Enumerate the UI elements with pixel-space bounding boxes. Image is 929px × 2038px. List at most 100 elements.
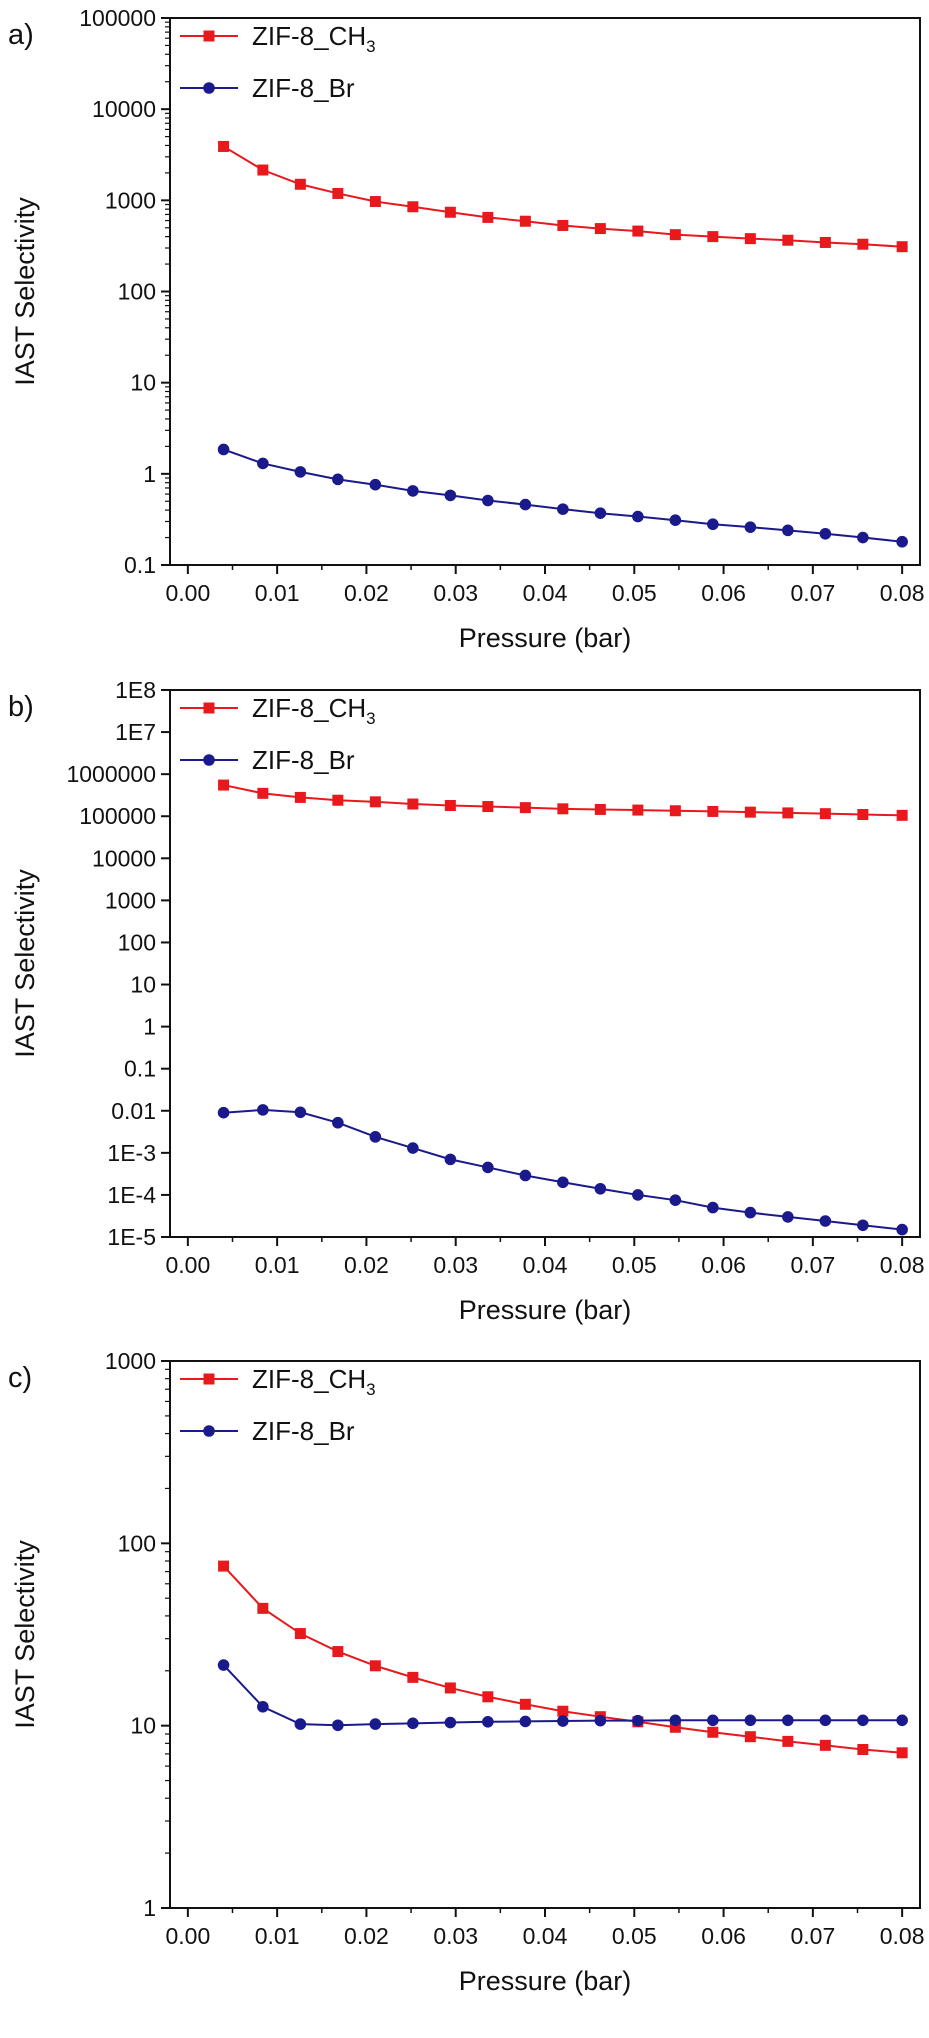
data-point (857, 1219, 869, 1232)
data-point (819, 527, 832, 540)
data-point (782, 234, 794, 246)
y-tick-label: 1000 (105, 187, 156, 213)
data-point (482, 211, 494, 223)
data-point (744, 1714, 757, 1727)
data-point (257, 1700, 269, 1713)
x-tick-label: 0.04 (523, 1923, 568, 1949)
data-point (744, 806, 756, 818)
data-point (707, 1201, 719, 1214)
legend-marker (203, 702, 215, 714)
data-point (669, 805, 681, 817)
y-tick-label: 1E-4 (107, 1182, 156, 1208)
data-point (594, 223, 606, 235)
data-point (444, 1682, 456, 1694)
legend-marker (203, 82, 215, 94)
x-tick-label: 0.02 (344, 1923, 389, 1949)
legend-label-text: ZIF-8_CH (252, 1364, 366, 1394)
x-tick-label: 0.03 (433, 1252, 478, 1278)
data-point (257, 164, 269, 176)
data-point (217, 1659, 230, 1671)
data-point (294, 178, 306, 190)
series-2 (217, 1104, 908, 1236)
data-point (332, 1719, 344, 1732)
data-point (594, 1714, 607, 1727)
x-tick-label: 0.05 (612, 1252, 657, 1278)
legend-label: ZIF-8_Br (252, 745, 355, 775)
y-tick-label: 100 (118, 1530, 156, 1556)
legend: ZIF-8_CH3 ZIF-8_Br (180, 21, 376, 103)
data-point (744, 1731, 756, 1743)
data-point (519, 1715, 532, 1728)
data-point (294, 1628, 306, 1640)
data-point (332, 187, 344, 199)
data-point (707, 518, 719, 531)
legend-label-subscript: 3 (366, 709, 375, 728)
data-point (218, 140, 230, 152)
y-tick-label: 1 (143, 1895, 156, 1921)
y-axis-title: IAST Selectivity (10, 1540, 40, 1729)
x-axis-title: Pressure (bar) (459, 1295, 632, 1325)
y-tick-label: 10000 (92, 96, 156, 122)
y-axis-title: IAST Selectivity (10, 197, 40, 386)
x-tick-label: 0.02 (344, 580, 389, 606)
chart-panel-2: b) 0.00 0.01 0.02 0.03 0.04 0.05 0.06 0.07 0.08 1E… (8, 677, 925, 1325)
data-point (857, 1714, 869, 1727)
data-point (407, 201, 419, 213)
data-point (896, 241, 908, 253)
data-point (519, 802, 531, 814)
y-tick-label: 100000 (79, 803, 156, 829)
data-point (519, 1169, 532, 1182)
x-tick-label: 0.07 (790, 580, 835, 606)
series-line (223, 145, 903, 248)
data-point (482, 1161, 494, 1174)
data-point (669, 1721, 681, 1733)
data-point (482, 801, 494, 813)
data-point (819, 808, 831, 820)
x-tick-label: 0.00 (165, 1252, 210, 1278)
data-point (707, 805, 719, 817)
data-point (557, 1705, 569, 1717)
y-tick-label: 0.1 (124, 552, 156, 578)
data-point (857, 531, 869, 544)
data-point (218, 779, 230, 791)
x-tick-label: 0.01 (255, 580, 300, 606)
legend-label-text: ZIF-8_CH (252, 21, 366, 51)
data-point (332, 1646, 344, 1658)
data-point (707, 1714, 719, 1727)
data-point (707, 1726, 719, 1738)
data-point (594, 803, 606, 815)
y-tick-label: 0.1 (124, 1056, 156, 1082)
data-point (369, 1718, 382, 1730)
data-point (632, 225, 644, 237)
data-point (744, 1206, 757, 1219)
data-point (407, 798, 419, 810)
data-point (519, 1698, 531, 1710)
legend-label: ZIF-8_CH3 (252, 1364, 376, 1399)
data-point (557, 1715, 569, 1727)
legend: ZIF-8_CH3 ZIF-8_Br (180, 1364, 376, 1446)
data-point (632, 804, 644, 816)
x-tick-label: 0.05 (612, 580, 657, 606)
data-point (632, 1714, 644, 1727)
legend-label: ZIF-8_CH3 (252, 21, 376, 56)
data-point (896, 1747, 908, 1759)
data-point (744, 521, 757, 533)
y-tick-label: 0.01 (111, 1098, 156, 1124)
data-point (444, 489, 457, 502)
legend-label-text: ZIF-8_CH (252, 693, 366, 723)
series-2 (217, 1659, 908, 1732)
legend-label-subscript: 3 (366, 37, 375, 56)
y-tick-label: 100000 (79, 5, 156, 31)
data-point (407, 1717, 419, 1730)
data-point (557, 219, 569, 231)
x-tick-label: 0.08 (880, 1923, 925, 1949)
x-axis-title: Pressure (bar) (459, 623, 632, 653)
y-tick-label: 10 (130, 1713, 156, 1739)
legend-marker (203, 1373, 215, 1385)
data-point (857, 238, 869, 250)
panel-label: a) (8, 19, 34, 51)
chart-panel-3: c) 0.00 0.01 0.02 0.03 0.04 0.05 0.06 0.07 0.08 1 1… (8, 1348, 925, 1996)
data-point (857, 1744, 869, 1756)
data-point (332, 1116, 344, 1129)
